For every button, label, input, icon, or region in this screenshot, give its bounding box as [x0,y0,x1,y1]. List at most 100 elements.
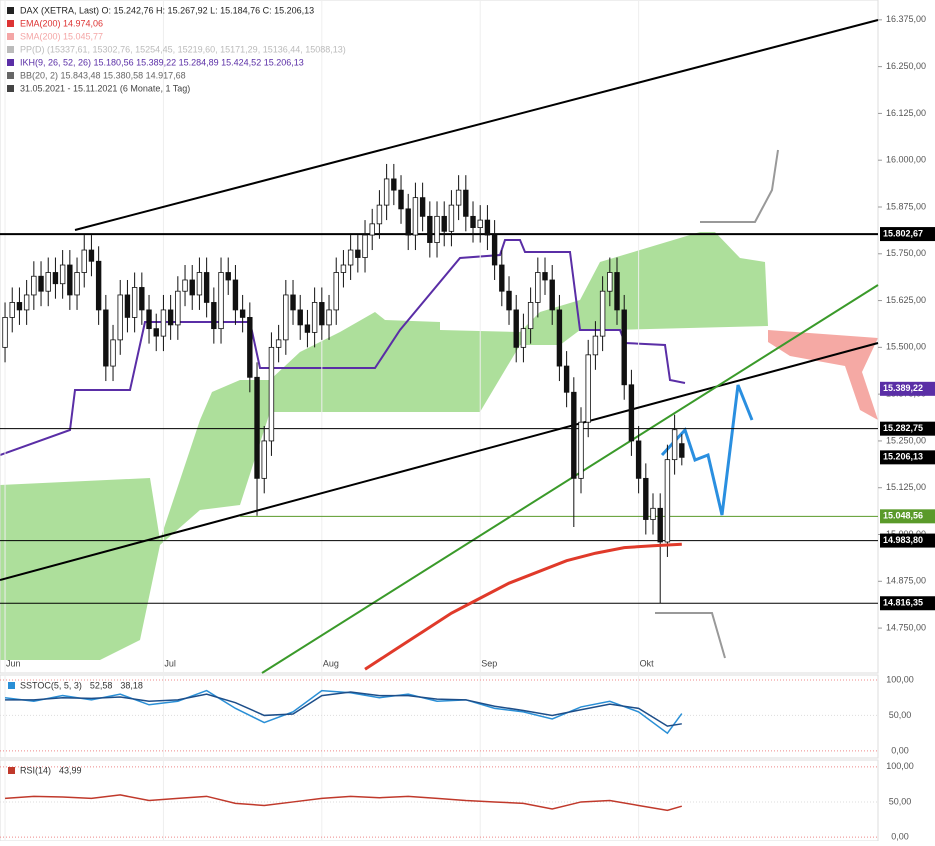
level-box [880,596,935,611]
candle-body [463,189,469,217]
candle-body [261,440,267,479]
candle-body [405,208,411,236]
candle-body [59,264,66,285]
level-label: 14.983,80 [883,535,923,545]
candle-body [311,302,318,333]
candle-body [290,294,296,311]
indicator-line [4,794,683,812]
candle-body [81,249,87,273]
legend-value: 38,18 [120,680,143,690]
candle-body [95,260,102,311]
cloud-red [768,330,878,420]
y-tick-label: 16.125,00 [886,108,926,118]
level-label: 15.048,56 [883,511,923,521]
candle-body [671,429,678,461]
level-box [880,509,935,524]
legend-text: EMA(200) 14.974,06 [20,18,103,28]
legend-value: 52,58 [90,680,113,690]
y-tick-label: 100,00 [886,761,914,771]
forecast-arrow [660,384,754,516]
ichimoku-cloud [0,232,878,660]
candle-body [153,328,159,337]
candle-body [117,294,123,341]
candle-body [506,290,512,311]
level-box [880,421,935,436]
candle-body [38,275,44,292]
candle-body [139,287,145,311]
legend-text: IKH(9, 26, 52, 26) 15.180,56 15.389,22 1… [20,57,304,67]
legend-icon [7,59,14,66]
candle-body [549,279,555,311]
candle-body [527,302,534,330]
candle-body [621,309,627,386]
candle-body [491,234,498,266]
candle-body [535,272,541,303]
candle-body [679,443,685,458]
y-tick-label: 50,00 [889,710,912,720]
candle-body [16,302,23,311]
level-label: 14.816,35 [883,598,923,608]
y-tick-label: 100,00 [886,674,914,684]
candle-body [592,335,599,356]
candle-body [542,272,548,281]
level-box [880,227,935,242]
candle-body [571,391,577,479]
candle-body [362,234,368,258]
y-tick-label: 16.000,00 [886,155,926,165]
legend-text: DAX (XETRA, Last) O: 15.242,76 H: 15.267… [20,5,314,15]
candle-body [52,272,59,285]
candle-body [391,178,397,191]
candle-body [175,290,181,326]
level-box [880,533,935,548]
candle-body [254,376,260,479]
candle-body [585,354,591,423]
scenario-arrow [655,612,726,659]
y-tick-label: 15.875,00 [886,201,926,211]
indicator-icon [8,767,15,774]
candle-body [239,309,246,318]
candle-body [218,272,224,330]
candle-body [74,272,80,296]
candle-body [146,309,152,330]
candle-body [23,294,30,311]
y-tick-label: 50,00 [889,796,912,806]
candle-body [635,440,642,479]
cloud-green [0,232,768,660]
panel-frame [0,674,879,759]
candle-body [31,275,37,296]
y-tick-label: 16.375,00 [886,14,926,24]
y-tick-label: 14.875,00 [886,576,926,586]
y-tick-label: 15.250,00 [886,435,926,445]
candle-body [455,189,462,206]
level-label: 15.389,22 [883,383,923,393]
legend-icon [7,72,14,79]
candle-body [283,294,289,341]
y-tick-label: 0,00 [891,745,909,755]
x-tick-label: Aug [323,658,339,668]
candle-body [578,421,584,479]
candle-body [419,197,426,217]
candle-body [9,302,15,318]
candle-body [599,290,606,337]
candle-body [297,309,303,326]
candle-body [499,264,505,292]
candle-body [657,507,663,543]
x-tick-label: Jun [6,658,21,668]
legend-text: 31.05.2021 - 15.11.2021 (6 Monate, 1 Tag… [20,83,190,93]
legend-text: BB(20, 2) 15.843,48 15.380,58 14.917,68 [20,70,186,80]
candle-body [189,279,195,296]
level-box [880,381,935,396]
candle-body [203,272,210,303]
level-label: 15.282,75 [883,423,923,433]
y-tick-label: 15.750,00 [886,248,926,258]
candle-body [470,215,476,228]
y-tick-label: 14.750,00 [886,622,926,632]
candle-body [247,317,253,378]
candle-body [131,287,138,318]
legend-icon [7,46,14,53]
y-tick-label: 0,00 [891,831,909,841]
scenario-arrow [700,149,779,223]
